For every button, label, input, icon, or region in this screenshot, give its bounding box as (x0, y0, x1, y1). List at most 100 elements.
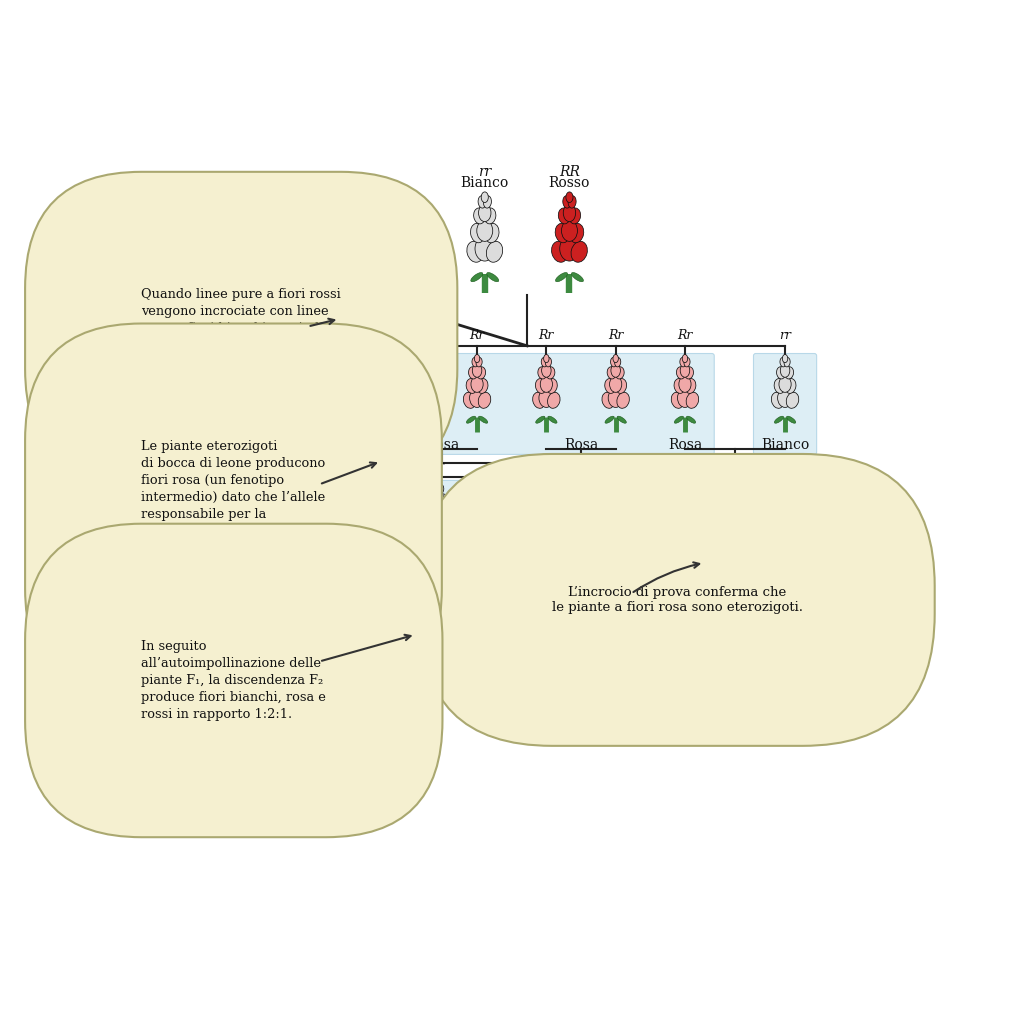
Text: Rosa: Rosa (425, 438, 460, 452)
Ellipse shape (798, 520, 811, 536)
Text: RR: RR (559, 164, 580, 179)
Ellipse shape (437, 484, 443, 494)
Ellipse shape (517, 503, 529, 520)
Ellipse shape (614, 357, 621, 367)
FancyBboxPatch shape (403, 481, 643, 585)
Text: Rr: Rr (677, 329, 692, 342)
Ellipse shape (698, 520, 711, 536)
Ellipse shape (602, 503, 614, 520)
Ellipse shape (603, 491, 612, 504)
Ellipse shape (474, 208, 485, 224)
Ellipse shape (536, 417, 545, 424)
Ellipse shape (788, 516, 804, 535)
Text: Quando linee pure a fiori rossi
vengono incrociate con linee
pure a fiori bianch: Quando linee pure a fiori rossi vengono … (141, 288, 341, 369)
Text: Rosso: Rosso (549, 176, 590, 190)
Ellipse shape (560, 236, 580, 261)
Text: Rr: Rr (539, 329, 554, 342)
Ellipse shape (780, 363, 790, 378)
Text: ¹/₂ Rosa: ¹/₂ Rosa (686, 567, 738, 580)
Ellipse shape (700, 506, 712, 521)
Ellipse shape (712, 506, 723, 521)
Ellipse shape (680, 357, 686, 367)
Ellipse shape (674, 379, 685, 393)
Ellipse shape (524, 520, 538, 536)
Ellipse shape (705, 516, 720, 535)
FancyBboxPatch shape (754, 353, 816, 454)
Ellipse shape (782, 520, 796, 536)
Ellipse shape (438, 506, 450, 521)
Ellipse shape (798, 544, 808, 551)
Ellipse shape (713, 520, 726, 536)
Ellipse shape (711, 484, 717, 494)
Ellipse shape (523, 494, 531, 506)
Ellipse shape (605, 417, 614, 424)
Ellipse shape (609, 376, 622, 392)
Ellipse shape (607, 367, 616, 379)
Ellipse shape (714, 544, 723, 551)
Ellipse shape (597, 544, 606, 551)
Ellipse shape (796, 484, 802, 494)
Ellipse shape (399, 367, 409, 379)
Ellipse shape (400, 388, 415, 407)
Ellipse shape (546, 379, 557, 393)
Text: Bianco: Bianco (461, 176, 509, 190)
Ellipse shape (466, 417, 475, 424)
Ellipse shape (569, 208, 581, 224)
Ellipse shape (680, 363, 690, 378)
Ellipse shape (402, 357, 409, 367)
Ellipse shape (608, 388, 624, 407)
Text: ¹/₄ Rosso: ¹/₄ Rosso (579, 567, 637, 580)
Ellipse shape (782, 354, 787, 362)
Ellipse shape (478, 196, 486, 208)
Ellipse shape (470, 224, 484, 243)
Ellipse shape (603, 484, 609, 494)
Ellipse shape (484, 224, 499, 243)
FancyBboxPatch shape (379, 353, 714, 454)
Ellipse shape (555, 224, 569, 243)
Ellipse shape (779, 376, 792, 392)
Ellipse shape (477, 221, 493, 241)
Ellipse shape (542, 363, 551, 378)
Ellipse shape (566, 192, 573, 202)
Ellipse shape (797, 494, 805, 506)
Ellipse shape (397, 417, 407, 424)
Ellipse shape (674, 417, 683, 424)
FancyBboxPatch shape (677, 481, 831, 585)
Ellipse shape (469, 367, 477, 379)
Ellipse shape (512, 506, 523, 521)
Ellipse shape (427, 506, 438, 521)
Ellipse shape (610, 357, 616, 367)
Ellipse shape (571, 241, 588, 262)
Ellipse shape (771, 392, 783, 408)
Ellipse shape (682, 354, 688, 362)
Ellipse shape (777, 388, 793, 407)
Ellipse shape (686, 417, 695, 424)
Ellipse shape (466, 379, 477, 393)
Ellipse shape (425, 520, 437, 536)
Ellipse shape (440, 544, 450, 551)
Ellipse shape (706, 503, 718, 520)
Ellipse shape (478, 204, 490, 222)
Ellipse shape (602, 392, 614, 408)
Ellipse shape (678, 388, 692, 407)
Ellipse shape (484, 208, 496, 224)
Ellipse shape (552, 241, 568, 262)
Ellipse shape (478, 392, 490, 408)
Ellipse shape (546, 367, 555, 379)
Ellipse shape (428, 544, 437, 551)
Text: Generazione F₁: Generazione F₁ (140, 423, 269, 438)
Ellipse shape (703, 494, 713, 506)
Ellipse shape (774, 417, 783, 424)
Ellipse shape (684, 357, 690, 367)
Ellipse shape (538, 367, 547, 379)
Ellipse shape (439, 520, 453, 536)
Ellipse shape (486, 273, 499, 282)
Text: Rr: Rr (705, 459, 720, 473)
Ellipse shape (475, 236, 495, 261)
Ellipse shape (394, 392, 407, 408)
Ellipse shape (509, 520, 522, 536)
Ellipse shape (600, 516, 615, 535)
Ellipse shape (433, 484, 439, 494)
Ellipse shape (563, 196, 570, 208)
Ellipse shape (542, 357, 548, 367)
